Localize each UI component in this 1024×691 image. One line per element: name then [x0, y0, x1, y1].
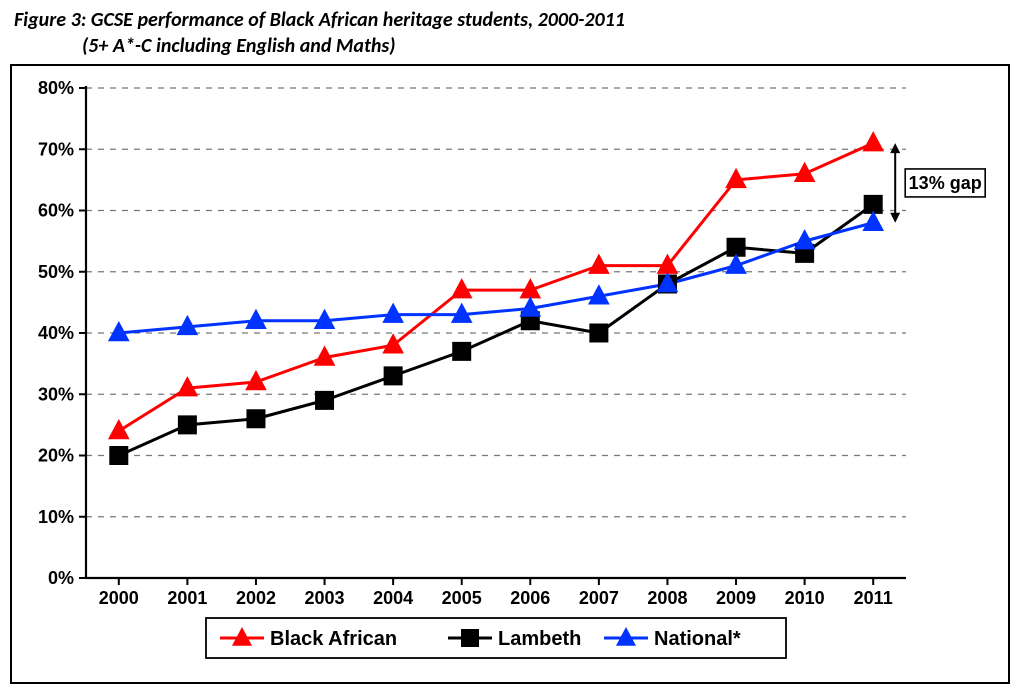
- svg-text:2001: 2001: [167, 588, 207, 608]
- svg-text:2010: 2010: [785, 588, 825, 608]
- svg-text:40%: 40%: [38, 323, 74, 343]
- svg-text:60%: 60%: [38, 201, 74, 221]
- svg-text:2006: 2006: [510, 588, 550, 608]
- chart-area: 0% 10% 20% 30% 40% 50% 60% 70% 80% 2000 2001 2002 20…: [10, 64, 1010, 684]
- line-chart: 0% 10% 20% 30% 40% 50% 60% 70% 80% 2000 2001 2002 20…: [12, 66, 1008, 682]
- svg-text:2004: 2004: [373, 588, 413, 608]
- svg-text:2009: 2009: [716, 588, 756, 608]
- svg-text:2007: 2007: [579, 588, 619, 608]
- svg-text:10%: 10%: [38, 507, 74, 527]
- svg-text:30%: 30%: [38, 384, 74, 404]
- svg-text:2011: 2011: [854, 588, 893, 608]
- svg-text:National*: National*: [654, 628, 741, 650]
- svg-text:80%: 80%: [38, 78, 74, 98]
- svg-text:70%: 70%: [38, 139, 74, 159]
- svg-text:2000: 2000: [99, 588, 139, 608]
- svg-text:50%: 50%: [38, 262, 74, 282]
- svg-text:13% gap: 13% gap: [909, 173, 982, 193]
- svg-text:20%: 20%: [38, 446, 74, 466]
- svg-text:Black African: Black African: [270, 628, 397, 650]
- figure-subtitle: (5+ A*-C including English and Maths): [82, 34, 1014, 58]
- svg-text:2003: 2003: [305, 588, 345, 608]
- svg-text:Lambeth: Lambeth: [498, 628, 581, 650]
- svg-text:0%: 0%: [48, 568, 74, 588]
- svg-text:2002: 2002: [236, 588, 276, 608]
- svg-text:2005: 2005: [442, 588, 482, 608]
- figure-container: Figure 3: GCSE performance of Black Afri…: [0, 0, 1024, 691]
- svg-text:2008: 2008: [647, 588, 687, 608]
- figure-title: Figure 3: GCSE performance of Black Afri…: [14, 8, 1014, 32]
